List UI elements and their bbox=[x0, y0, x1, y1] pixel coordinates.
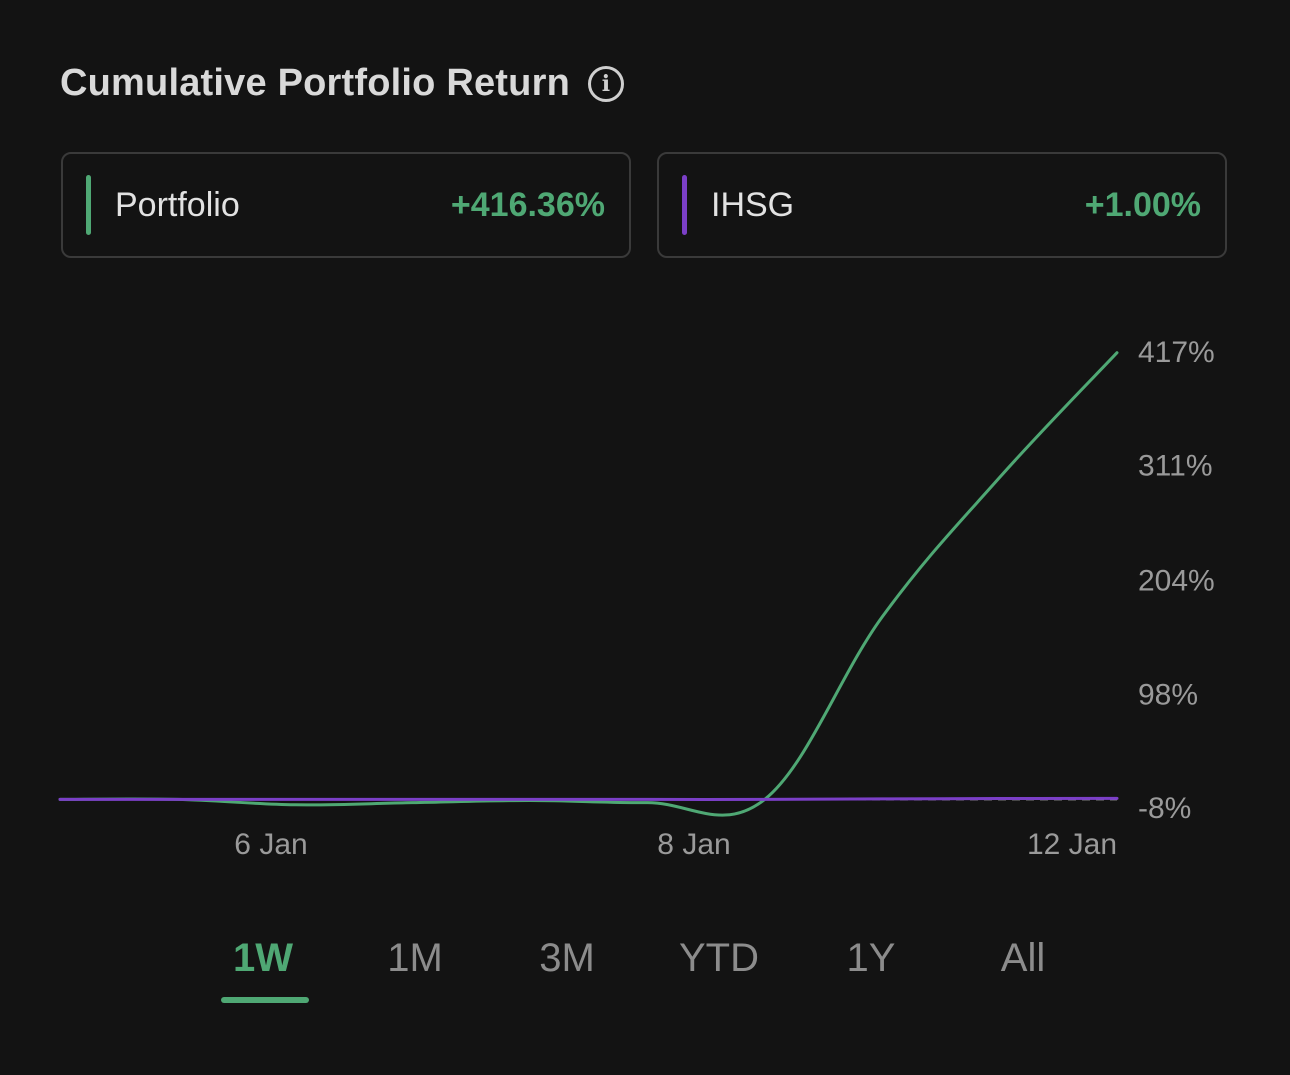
page-title: Cumulative Portfolio Return bbox=[60, 62, 570, 104]
legend-name-ihsg: IHSG bbox=[711, 185, 795, 224]
period-1y-button[interactable]: 1Y bbox=[846, 936, 896, 980]
return-chart: 417% 311% 204% 98% -8% 6 Jan 8 Jan 12 Jan bbox=[58, 336, 1215, 861]
period-all-button[interactable]: All bbox=[1000, 936, 1046, 980]
x-tick-label: 8 Jan bbox=[657, 828, 730, 861]
y-tick-label: 311% bbox=[1138, 450, 1213, 483]
legend-card-portfolio: Portfolio +416.36% bbox=[61, 152, 631, 258]
legend-value-ihsg: +1.00% bbox=[1084, 185, 1201, 224]
y-tick-label: 98% bbox=[1138, 678, 1198, 711]
active-period-underline bbox=[221, 997, 309, 1003]
y-tick-label: -8% bbox=[1138, 792, 1191, 825]
legend-value-portfolio: +416.36% bbox=[450, 185, 605, 224]
legend-name-portfolio: Portfolio bbox=[115, 185, 240, 224]
x-tick-label: 6 Jan bbox=[234, 828, 307, 861]
y-tick-label: 417% bbox=[1138, 336, 1215, 369]
info-icon[interactable]: i bbox=[587, 65, 624, 102]
ihsg-color-bar bbox=[682, 175, 687, 235]
title-row: Cumulative Portfolio Return i bbox=[60, 62, 624, 105]
portfolio-color-bar bbox=[86, 175, 91, 235]
series-line-ihsg bbox=[58, 796, 1119, 801]
period-selector: 1W 1M 3M YTD 1Y All bbox=[0, 936, 1290, 1016]
period-3m-button[interactable]: 3M bbox=[539, 936, 595, 980]
x-tick-label: 12 Jan bbox=[1027, 828, 1117, 861]
series-line-portfolio bbox=[58, 351, 1119, 817]
period-ytd-button[interactable]: YTD bbox=[679, 936, 759, 980]
period-1m-button[interactable]: 1M bbox=[387, 936, 443, 980]
legend-card-ihsg: IHSG +1.00% bbox=[657, 152, 1227, 258]
period-1w-button[interactable]: 1W bbox=[233, 936, 293, 980]
y-tick-label: 204% bbox=[1138, 565, 1215, 598]
